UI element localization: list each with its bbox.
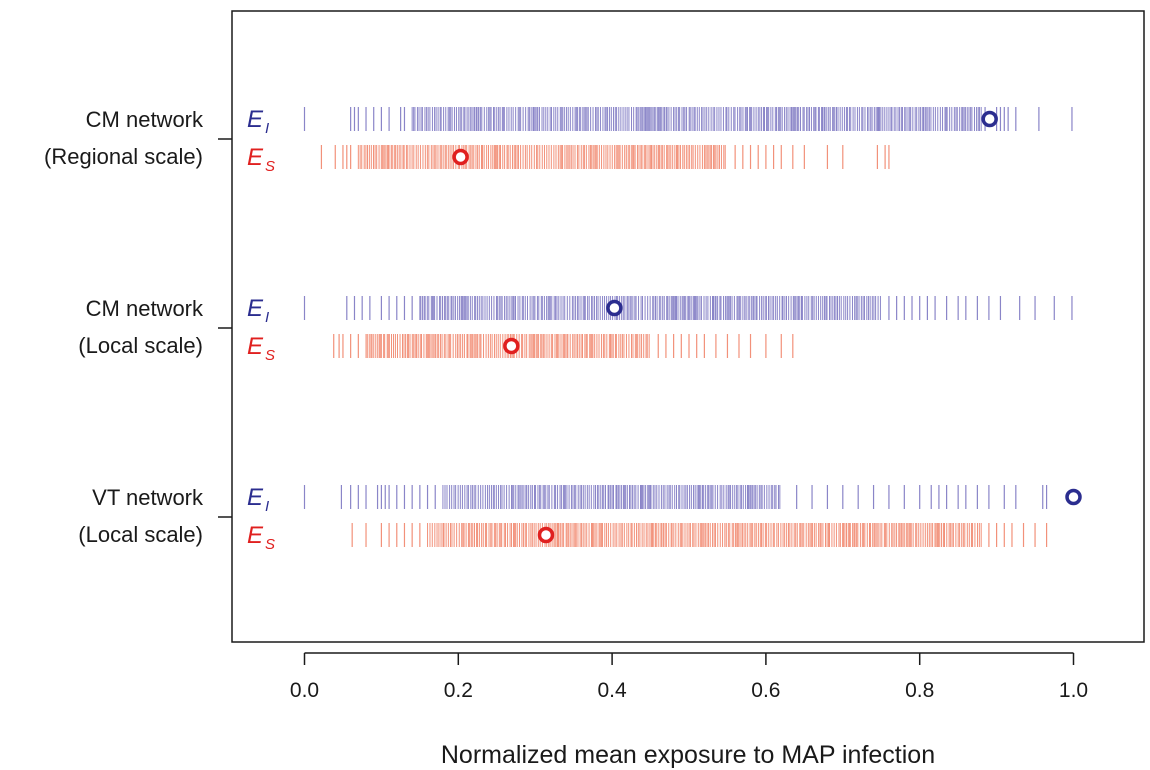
series-label-main: E <box>247 522 264 549</box>
y-axis-ticks <box>218 138 232 518</box>
group-label-line1: CM network <box>86 296 204 321</box>
rug-series <box>351 523 1048 547</box>
series-label-sub: S <box>265 158 275 175</box>
series-label-main: E <box>247 295 264 322</box>
x-tick-label: 0.4 <box>597 679 627 702</box>
mean-marker <box>606 299 623 317</box>
group-label-line1: CM network <box>86 107 204 132</box>
plot-frame <box>231 10 1145 643</box>
x-tick-label: 0.8 <box>905 679 934 702</box>
series-label-sub: I <box>265 309 269 326</box>
group-label-line2: (Local scale) <box>78 522 203 547</box>
x-tick-label: 0.6 <box>751 679 780 702</box>
mean-marker <box>537 526 555 544</box>
series-label-main: E <box>247 144 264 171</box>
x-tick-label: 0.0 <box>290 679 319 702</box>
rug-series <box>303 296 1073 320</box>
rug-series <box>333 334 794 358</box>
series-label-sub: I <box>265 498 269 515</box>
series-label-main: E <box>247 484 264 511</box>
mean-marker <box>503 337 520 355</box>
group-labels: CM network(Regional scale)E IE SCM network… <box>44 106 275 553</box>
rug-area <box>303 107 1073 547</box>
mean-marker <box>452 148 469 166</box>
group-label-line2: (Local scale) <box>78 333 203 358</box>
series-label-main: E <box>247 106 264 133</box>
x-tick-label: 0.2 <box>444 679 473 702</box>
rug-series <box>303 485 1048 509</box>
x-axis: 0.0 0.2 0.4 0.6 0.8 1.0 <box>290 652 1088 702</box>
mean-marker <box>1065 488 1082 506</box>
series-label-main: E <box>247 333 264 360</box>
x-tick-label: 1.0 <box>1059 679 1088 702</box>
rug-series <box>320 145 890 169</box>
mean-marker <box>981 110 998 128</box>
group-label-line2: (Regional scale) <box>44 144 203 169</box>
series-label-sub: I <box>265 120 269 137</box>
mean-markers <box>452 110 1082 544</box>
group-label-line1: VT network <box>92 485 204 510</box>
x-axis-title: Normalized mean exposure to MAP infectio… <box>441 741 935 769</box>
series-label-sub: S <box>265 536 275 553</box>
series-label-sub: S <box>265 347 275 364</box>
rug-series <box>303 107 1073 131</box>
